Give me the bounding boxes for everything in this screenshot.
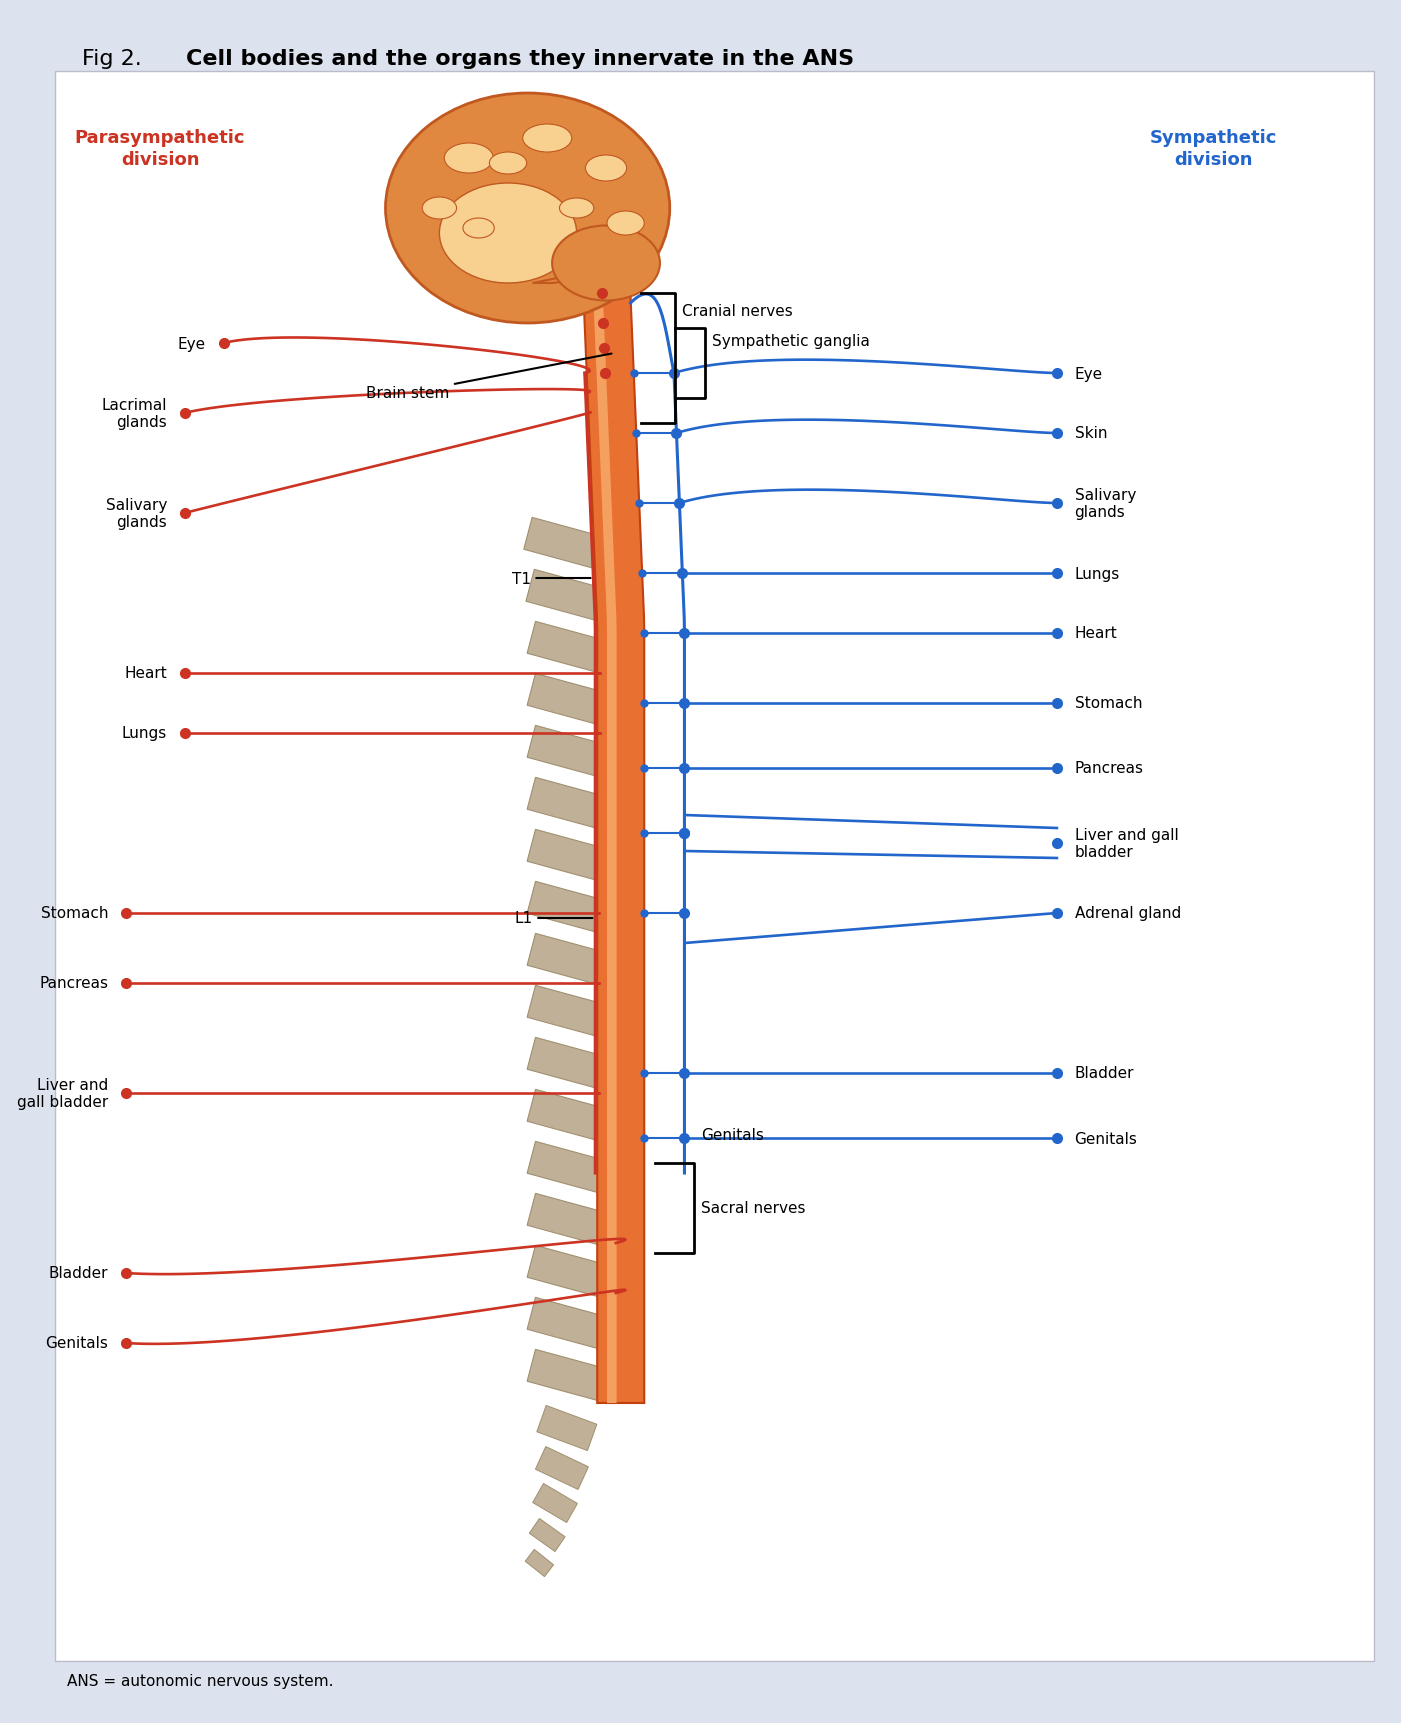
Ellipse shape: [559, 198, 594, 219]
Text: Sympathetic
division: Sympathetic division: [1150, 129, 1278, 169]
Text: Lungs: Lungs: [1075, 567, 1119, 581]
Text: ANS = autonomic nervous system.: ANS = autonomic nervous system.: [67, 1673, 333, 1689]
Text: Fig 2.: Fig 2.: [81, 48, 142, 69]
Text: Sympathetic ganglia: Sympathetic ganglia: [712, 334, 870, 348]
Ellipse shape: [489, 153, 527, 176]
Polygon shape: [527, 882, 607, 934]
Polygon shape: [527, 1142, 607, 1192]
Polygon shape: [527, 674, 607, 725]
Text: Skin: Skin: [1075, 426, 1107, 441]
Polygon shape: [525, 570, 605, 622]
Polygon shape: [530, 1518, 565, 1552]
Polygon shape: [527, 1194, 607, 1246]
Polygon shape: [527, 1037, 607, 1089]
Text: Cell bodies and the organs they innervate in the ANS: Cell bodies and the organs they innervat…: [186, 48, 855, 69]
Text: Eye: Eye: [178, 336, 206, 351]
Polygon shape: [527, 725, 607, 777]
Polygon shape: [527, 830, 607, 880]
Text: Sacral nerves: Sacral nerves: [700, 1201, 806, 1216]
Text: Cranial nerves: Cranial nerves: [682, 303, 793, 319]
Ellipse shape: [444, 145, 493, 174]
Text: Salivary
glands: Salivary glands: [105, 498, 167, 531]
Ellipse shape: [607, 212, 644, 236]
Text: Eye: Eye: [1075, 367, 1103, 381]
Ellipse shape: [552, 226, 660, 302]
Text: Genitals: Genitals: [700, 1129, 764, 1142]
Polygon shape: [527, 1089, 607, 1141]
Text: Bladder: Bladder: [49, 1266, 108, 1280]
Text: Parasympathetic
division: Parasympathetic division: [74, 129, 245, 169]
Text: Genitals: Genitals: [1075, 1130, 1138, 1146]
Polygon shape: [583, 274, 644, 1403]
Text: Adrenal gland: Adrenal gland: [1075, 906, 1181, 922]
Text: Liver and gall
bladder: Liver and gall bladder: [1075, 827, 1178, 860]
Text: Pancreas: Pancreas: [39, 975, 108, 991]
Polygon shape: [537, 1406, 597, 1451]
Text: Heart: Heart: [1075, 625, 1118, 641]
Polygon shape: [525, 1549, 553, 1577]
Polygon shape: [532, 1484, 577, 1523]
Polygon shape: [527, 777, 607, 829]
Polygon shape: [527, 1349, 607, 1401]
Polygon shape: [535, 1447, 588, 1490]
Ellipse shape: [385, 95, 670, 324]
Ellipse shape: [586, 155, 626, 183]
Text: T1: T1: [511, 570, 591, 586]
Polygon shape: [527, 622, 607, 674]
Ellipse shape: [523, 126, 572, 153]
Ellipse shape: [440, 184, 577, 284]
Polygon shape: [527, 986, 607, 1037]
Polygon shape: [527, 1297, 607, 1349]
Polygon shape: [524, 519, 604, 569]
FancyBboxPatch shape: [55, 72, 1373, 1661]
Text: Liver and
gall bladder: Liver and gall bladder: [17, 1077, 108, 1110]
Text: Pancreas: Pancreas: [1075, 762, 1143, 775]
Polygon shape: [527, 1246, 607, 1297]
Polygon shape: [527, 934, 607, 986]
Text: Stomach: Stomach: [1075, 696, 1142, 712]
Text: Brain stem: Brain stem: [366, 355, 612, 401]
Text: Bladder: Bladder: [1075, 1067, 1133, 1080]
Text: Stomach: Stomach: [41, 906, 108, 922]
Ellipse shape: [422, 198, 457, 221]
Text: Heart: Heart: [125, 667, 167, 681]
Text: Genitals: Genitals: [45, 1335, 108, 1351]
Polygon shape: [593, 274, 616, 1403]
Ellipse shape: [462, 219, 495, 239]
Text: Lungs: Lungs: [122, 725, 167, 741]
Polygon shape: [532, 274, 629, 284]
Text: Lacrimal
glands: Lacrimal glands: [101, 398, 167, 431]
Text: L1: L1: [514, 911, 593, 925]
Text: Salivary
glands: Salivary glands: [1075, 488, 1136, 520]
